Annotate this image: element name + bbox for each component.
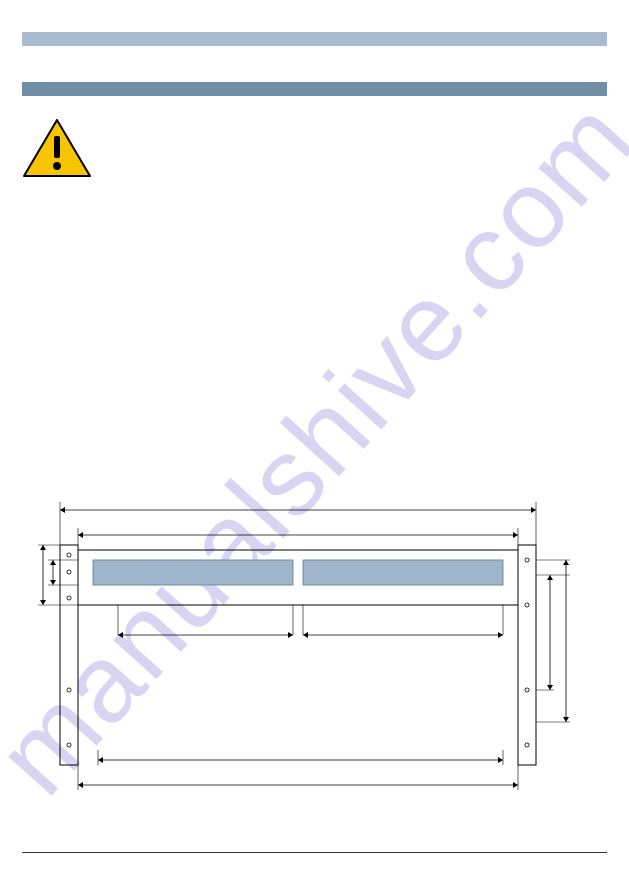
header-bar-dark (22, 82, 607, 96)
warning-icon (22, 118, 92, 180)
header-bar-light (22, 32, 607, 46)
dimension-diagram (38, 480, 592, 820)
footer-divider (22, 852, 607, 853)
